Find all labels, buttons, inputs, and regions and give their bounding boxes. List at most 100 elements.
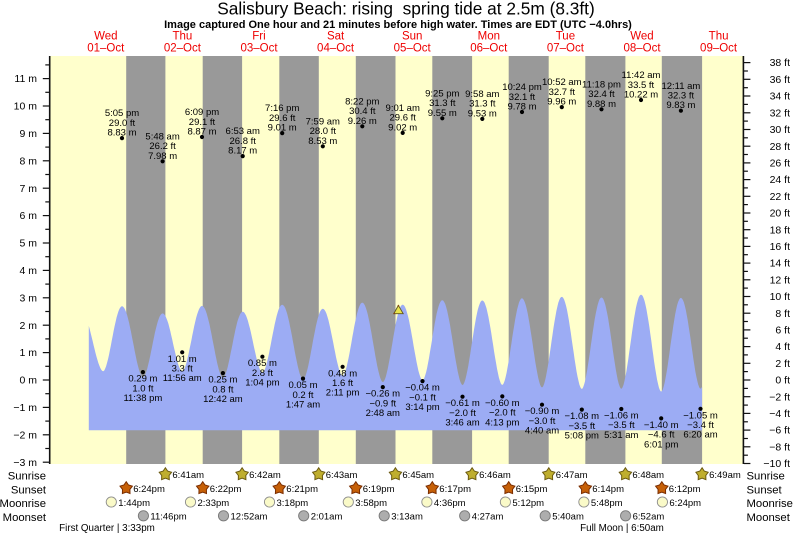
svg-text:8.53 m: 8.53 m xyxy=(308,136,337,147)
svg-text:9.53 m: 9.53 m xyxy=(468,108,497,119)
svg-text:3:46 am: 3:46 am xyxy=(445,418,479,429)
svg-text:0.85 m: 0.85 m xyxy=(248,358,277,369)
svg-text:5:08 pm: 5:08 pm xyxy=(565,431,599,442)
svg-text:28 ft: 28 ft xyxy=(770,141,791,153)
svg-text:2.8 ft: 2.8 ft xyxy=(252,368,273,379)
svg-text:−4 ft: −4 ft xyxy=(769,408,790,420)
svg-text:29.1 ft: 29.1 ft xyxy=(189,117,216,128)
svg-text:Thu: Thu xyxy=(709,31,729,43)
svg-text:2:33pm: 2:33pm xyxy=(198,498,230,509)
svg-text:32.3 ft: 32.3 ft xyxy=(668,91,695,102)
svg-text:4:36pm: 4:36pm xyxy=(434,498,466,509)
svg-text:9:58 am: 9:58 am xyxy=(465,89,499,100)
svg-text:−0.90 m: −0.90 m xyxy=(525,406,560,417)
svg-text:−1 m: −1 m xyxy=(13,402,37,414)
svg-text:−2.0 ft: −2.0 ft xyxy=(489,408,516,419)
svg-text:6:53 am: 6:53 am xyxy=(226,126,260,137)
svg-text:8.83 m: 8.83 m xyxy=(107,128,136,139)
svg-text:1 m: 1 m xyxy=(19,347,37,359)
svg-text:11:18 pm: 11:18 pm xyxy=(582,79,621,90)
svg-text:Moonset: Moonset xyxy=(3,512,47,524)
svg-text:First Quarter | 3:33pm: First Quarter | 3:33pm xyxy=(59,523,155,534)
svg-text:−1.40 m: −1.40 m xyxy=(644,420,679,431)
svg-text:9.83 m: 9.83 m xyxy=(666,100,695,111)
svg-text:29.6 ft: 29.6 ft xyxy=(389,113,416,124)
svg-text:9.01 m: 9.01 m xyxy=(268,123,297,134)
svg-text:3:18pm: 3:18pm xyxy=(277,498,309,509)
svg-text:6:17pm: 6:17pm xyxy=(439,484,471,495)
svg-text:38 ft: 38 ft xyxy=(770,57,791,69)
svg-text:Thu: Thu xyxy=(172,31,192,43)
svg-text:−1.08 m: −1.08 m xyxy=(565,411,600,422)
svg-text:Sunrise: Sunrise xyxy=(747,470,785,482)
svg-text:12:52am: 12:52am xyxy=(231,512,268,523)
svg-text:9.55 m: 9.55 m xyxy=(428,108,457,119)
svg-text:30 ft: 30 ft xyxy=(770,124,791,136)
svg-text:9.02 m: 9.02 m xyxy=(388,122,417,133)
svg-text:12:11 am: 12:11 am xyxy=(661,81,700,92)
svg-text:6:09 pm: 6:09 pm xyxy=(185,107,219,118)
svg-text:Wed: Wed xyxy=(94,31,117,43)
svg-text:Sunset: Sunset xyxy=(11,484,47,496)
svg-text:0.2 ft: 0.2 ft xyxy=(292,390,313,401)
svg-text:10 m: 10 m xyxy=(14,101,38,113)
svg-text:14 ft: 14 ft xyxy=(770,258,791,270)
svg-text:Full Moon | 6:50am: Full Moon | 6:50am xyxy=(580,523,664,534)
svg-text:28.0 ft: 28.0 ft xyxy=(310,126,337,137)
svg-text:6:24pm: 6:24pm xyxy=(669,498,701,509)
svg-text:Sunset: Sunset xyxy=(747,484,783,496)
svg-text:02–Oct: 02–Oct xyxy=(164,43,202,55)
svg-text:−3 m: −3 m xyxy=(13,457,37,469)
svg-text:Moonrise: Moonrise xyxy=(747,498,793,510)
svg-text:1.0 ft: 1.0 ft xyxy=(132,383,153,394)
svg-text:Moonset: Moonset xyxy=(747,512,791,524)
svg-text:0.25 m: 0.25 m xyxy=(208,375,237,386)
svg-text:10.22 m: 10.22 m xyxy=(624,90,658,101)
svg-text:8:22 pm: 8:22 pm xyxy=(345,96,379,107)
svg-text:06–Oct: 06–Oct xyxy=(470,43,508,55)
svg-text:Wed: Wed xyxy=(630,31,653,43)
svg-text:Mon: Mon xyxy=(478,31,500,43)
svg-text:34 ft: 34 ft xyxy=(770,91,791,103)
svg-text:8 m: 8 m xyxy=(19,155,37,167)
svg-text:−2.0 ft: −2.0 ft xyxy=(449,408,476,419)
svg-text:07–Oct: 07–Oct xyxy=(547,43,585,55)
svg-text:7.98 m: 7.98 m xyxy=(148,151,177,162)
svg-text:20 ft: 20 ft xyxy=(770,208,791,220)
svg-text:−0.26 m: −0.26 m xyxy=(366,389,401,400)
svg-text:6:24pm: 6:24pm xyxy=(133,484,165,495)
svg-text:6:12pm: 6:12pm xyxy=(669,484,701,495)
svg-text:3:13am: 3:13am xyxy=(391,512,423,523)
svg-text:36 ft: 36 ft xyxy=(770,74,791,86)
svg-text:9 m: 9 m xyxy=(19,128,37,140)
svg-text:1:44pm: 1:44pm xyxy=(118,498,150,509)
svg-text:32 ft: 32 ft xyxy=(770,107,791,119)
svg-text:5:05 pm: 5:05 pm xyxy=(105,108,139,119)
svg-text:3 m: 3 m xyxy=(19,292,37,304)
svg-text:4:13 pm: 4:13 pm xyxy=(485,417,519,428)
svg-text:3:14 pm: 3:14 pm xyxy=(405,402,439,413)
svg-text:2:01am: 2:01am xyxy=(311,512,343,523)
svg-text:8.87 m: 8.87 m xyxy=(187,127,216,138)
svg-text:6:49am: 6:49am xyxy=(709,470,741,481)
svg-text:−0.61 m: −0.61 m xyxy=(445,398,480,409)
svg-text:6:22pm: 6:22pm xyxy=(210,484,242,495)
svg-text:11:56 am: 11:56 am xyxy=(163,373,202,384)
svg-text:3:58pm: 3:58pm xyxy=(355,498,387,509)
svg-text:0.29 m: 0.29 m xyxy=(128,374,157,385)
svg-text:01–Oct: 01–Oct xyxy=(87,43,125,55)
svg-text:0 m: 0 m xyxy=(19,375,37,387)
svg-text:11 m: 11 m xyxy=(14,73,37,85)
svg-text:−3.0 ft: −3.0 ft xyxy=(529,416,556,427)
svg-text:9:25 pm: 9:25 pm xyxy=(425,88,459,99)
svg-text:32.1 ft: 32.1 ft xyxy=(509,92,536,103)
svg-text:7 m: 7 m xyxy=(19,183,37,195)
svg-text:−2 ft: −2 ft xyxy=(769,391,790,403)
svg-text:Image captured One hour and 21: Image captured One hour and 21 minutes b… xyxy=(164,19,632,31)
svg-text:−3.5 ft: −3.5 ft xyxy=(608,420,635,431)
svg-text:22 ft: 22 ft xyxy=(770,191,791,203)
svg-text:8 ft: 8 ft xyxy=(775,308,790,320)
svg-text:6:01 pm: 6:01 pm xyxy=(644,439,678,450)
svg-text:33.5 ft: 33.5 ft xyxy=(628,80,655,91)
svg-text:1:47 am: 1:47 am xyxy=(286,400,320,411)
